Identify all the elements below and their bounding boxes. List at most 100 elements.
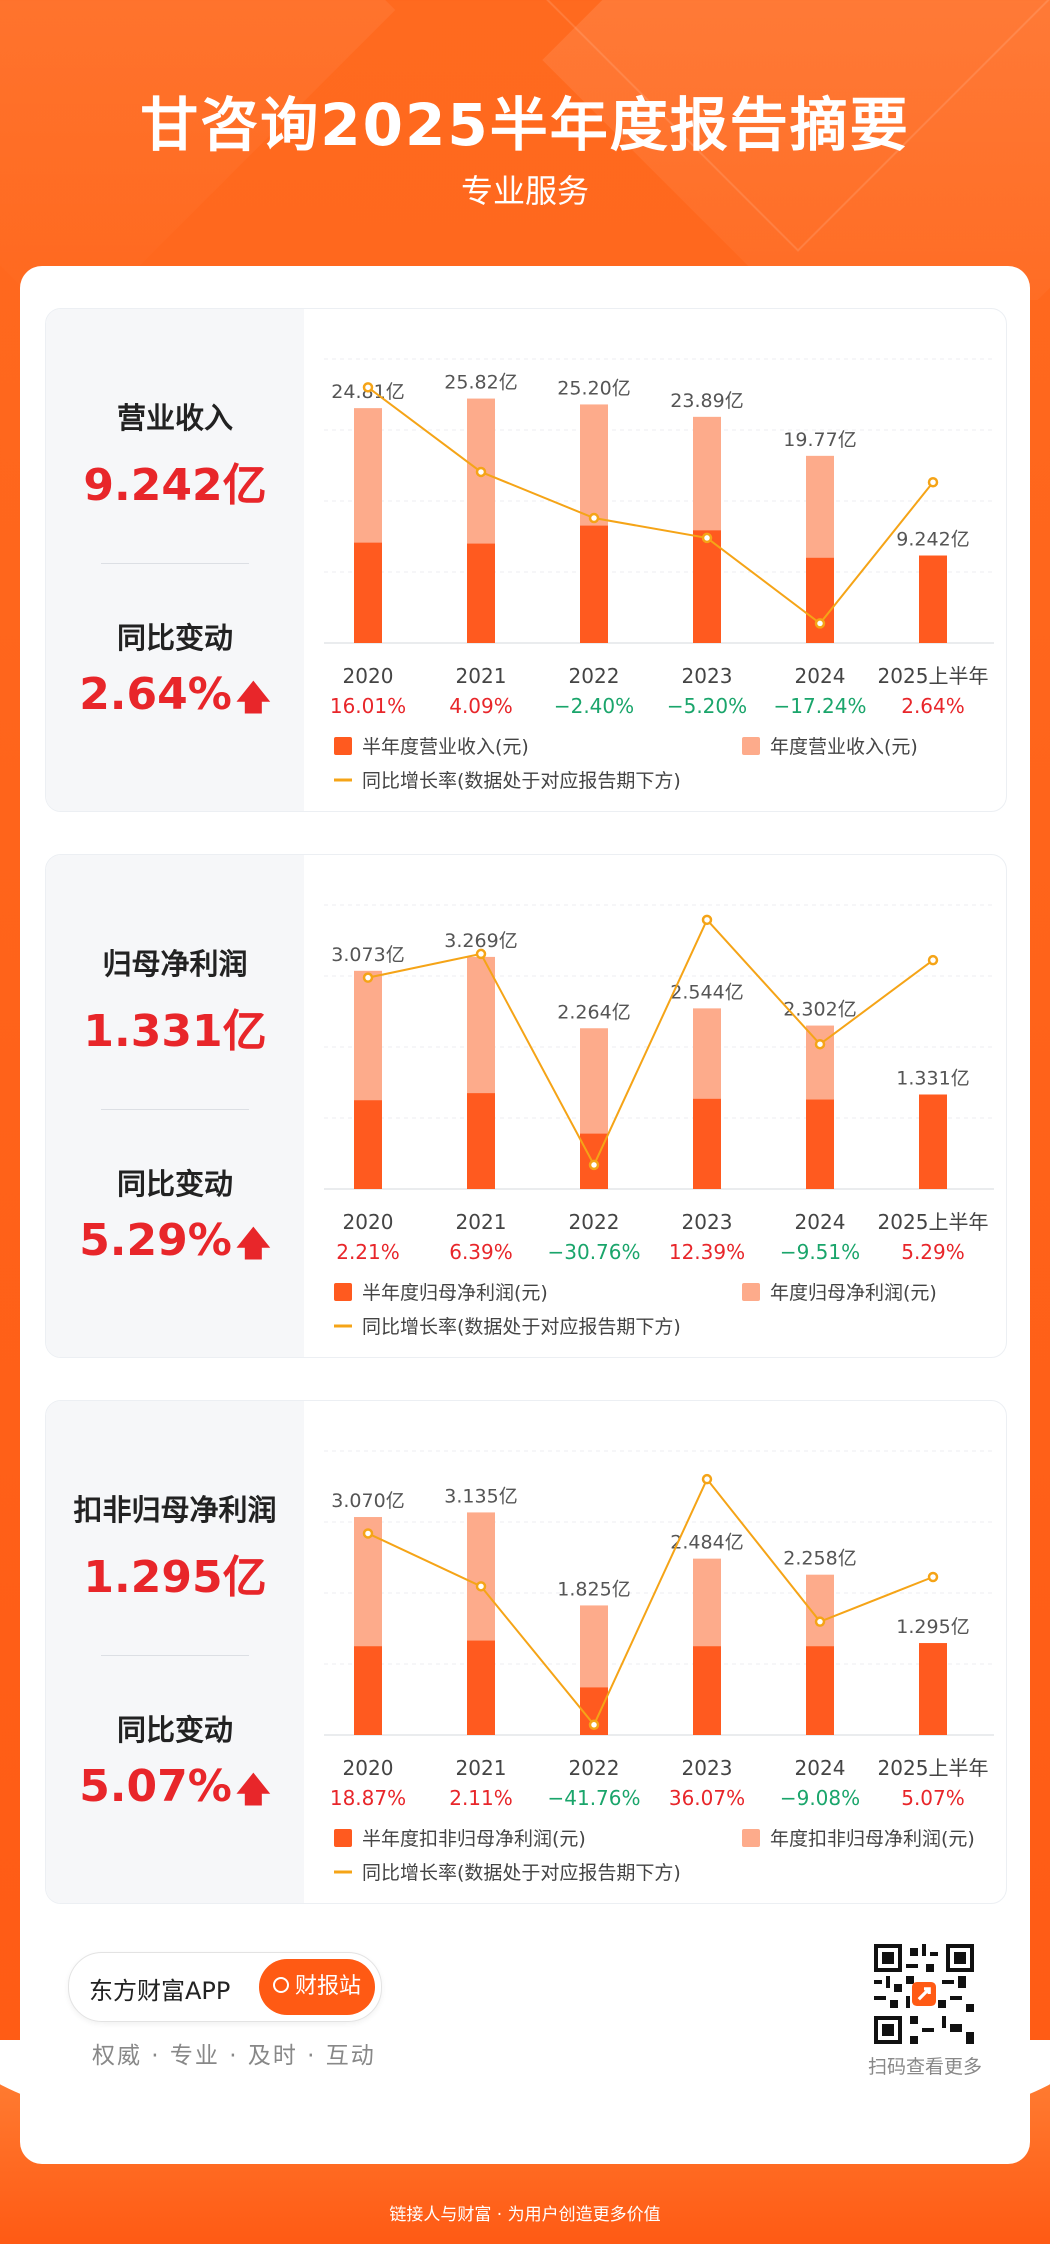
growth-rate-label: −5.20% — [667, 694, 747, 718]
half-year-bar — [354, 1100, 382, 1189]
brand-name: 东方财富APP — [89, 1977, 231, 2005]
bar-value-label: 23.89亿 — [670, 390, 743, 412]
growth-rate-label: −41.76% — [547, 1786, 640, 1810]
growth-rate-label: −9.08% — [780, 1786, 860, 1810]
half-year-bar — [467, 1640, 495, 1735]
legend-swatch-half-year — [334, 1283, 352, 1301]
bar-value-label: 19.77亿 — [783, 429, 856, 451]
growth-point — [701, 532, 713, 544]
growth-line — [367, 1477, 934, 1727]
half-year-bar — [354, 542, 382, 643]
divider — [101, 1655, 249, 1656]
half-year-bar — [467, 543, 495, 643]
growth-point — [814, 618, 826, 629]
bar-value-label: 1.331亿 — [896, 1067, 969, 1089]
growth-rate-label: −30.76% — [547, 1240, 640, 1264]
growth-point — [588, 1159, 600, 1171]
metric-value: 9.242亿 — [83, 460, 267, 511]
change-value: 2.64% 🡅 — [46, 669, 304, 731]
x-tick-label: 2023 — [682, 1210, 733, 1234]
deducted-profit-summary: 扣非归母净利润 1.295亿 同比变动 5.07% 🡅 — [46, 1401, 304, 1903]
change-label: 同比变动 — [116, 1713, 233, 1747]
x-tick-label: 2022 — [569, 664, 620, 688]
legend-swatch-half-year — [334, 1829, 352, 1847]
arrow-up-icon: 🡅 — [235, 1770, 271, 1810]
bar-value-label: 2.544亿 — [670, 981, 743, 1003]
growth-rate-label: 18.87% — [330, 1786, 406, 1810]
report-station-button[interactable]: 财报站 — [259, 1959, 375, 2015]
legend-label-annual: 年度归母净利润(元) — [770, 1282, 937, 1304]
x-tick-label: 2024 — [795, 1210, 846, 1234]
bar-value-label: 2.484亿 — [670, 1532, 743, 1554]
bar-value-label: 1.295亿 — [896, 1616, 969, 1638]
growth-point — [701, 1473, 713, 1485]
growth-point — [475, 948, 487, 960]
bar-value-label: 2.302亿 — [783, 999, 856, 1021]
growth-point — [475, 1581, 487, 1592]
page-title: 甘咨询2025半年度报告摘要 — [140, 91, 910, 159]
deducted-profit-section: 扣非归母净利润 1.295亿 同比变动 5.07% 🡅 3.070亿 3.135亿 1… — [45, 1400, 1007, 1904]
bar-value-label: 3.073亿 — [331, 944, 404, 966]
half-year-bar — [919, 555, 947, 643]
x-tick-label: 2024 — [795, 664, 846, 688]
legend-swatch-annual — [742, 1283, 760, 1301]
x-tick-label: 2020 — [343, 1210, 394, 1234]
arrow-up-icon: 🡅 — [235, 1224, 271, 1264]
app-brand-pill[interactable]: 东方财富APP 财报站 — [68, 1952, 382, 2022]
growth-point — [362, 972, 374, 983]
footer-tagline: 链接人与财富 · 为用户创造更多价值 — [389, 2205, 661, 2225]
growth-rate-label: 2.21% — [336, 1240, 400, 1264]
bar-value-label: 2.264亿 — [557, 1001, 630, 1023]
legend-swatch-half-year — [334, 737, 352, 755]
growth-rate-label: 36.07% — [669, 1786, 745, 1810]
x-tick-label: 2020 — [343, 664, 394, 688]
metric-label: 营业收入 — [116, 401, 233, 435]
qr-code-icon[interactable] — [874, 1944, 974, 2044]
growth-rate-label: −17.24% — [773, 694, 866, 718]
growth-rate-label: 5.29% — [901, 1240, 965, 1264]
divider — [101, 563, 249, 564]
legend-label-half-year: 半年度扣非归母净利润(元) — [362, 1828, 586, 1850]
growth-point — [362, 382, 374, 393]
growth-point — [475, 466, 487, 478]
x-tick-label: 2022 — [569, 1756, 620, 1780]
change-label: 同比变动 — [116, 621, 233, 655]
legend-label-annual: 年度营业收入(元) — [770, 736, 918, 758]
half-year-bar — [806, 557, 834, 643]
half-year-bar — [806, 1646, 834, 1735]
half-year-bar — [919, 1094, 947, 1189]
growth-point — [588, 1719, 600, 1731]
bar-value-label: 1.825亿 — [557, 1578, 630, 1600]
growth-rate-label: 5.07% — [901, 1786, 965, 1810]
arrow-up-icon: 🡅 — [235, 678, 271, 718]
x-tick-label: 2020 — [343, 1756, 394, 1780]
metric-value: 1.331亿 — [83, 1006, 267, 1057]
change-value-text: 5.07% — [79, 1761, 232, 1812]
legend-label-half-year: 半年度营业收入(元) — [362, 736, 529, 758]
bar-value-label: 25.82亿 — [444, 372, 517, 394]
x-tick-label: 2025上半年 — [878, 1210, 989, 1234]
x-tick-label: 2023 — [682, 664, 733, 688]
growth-rate-label: −2.40% — [554, 694, 634, 718]
growth-line — [367, 918, 934, 1168]
revenue-section: 营业收入 9.242亿 同比变动 2.64%🡅 24.81亿25.82亿25.2… — [45, 308, 1007, 812]
legend-label-half-year: 半年度归母净利润(元) — [362, 1282, 548, 1304]
growth-rate-label: 2.64% — [901, 694, 965, 718]
half-year-bar — [354, 1646, 382, 1735]
legend-label-annual: 年度扣非归母净利润(元) — [770, 1828, 975, 1850]
metric-label: 归母净利润 — [102, 947, 248, 981]
growth-point — [927, 954, 939, 966]
growth-point — [927, 1571, 939, 1583]
revenue-summary: 营业收入 9.242亿 同比变动 2.64% 🡅 — [46, 309, 304, 811]
growth-point — [814, 1038, 826, 1050]
growth-point — [814, 1616, 826, 1627]
x-tick-label: 2024 — [795, 1756, 846, 1780]
net-profit-chart: 3.073亿 3.269亿 2.264亿 2.544亿 2.302亿 1.331亿 2020… — [324, 904, 994, 1338]
change-label: 同比变动 — [116, 1167, 233, 1201]
change-value-text: 5.29% — [79, 1215, 232, 1266]
half-year-bar — [693, 1646, 721, 1735]
x-tick-label: 2021 — [456, 664, 507, 688]
x-tick-label: 2025上半年 — [878, 664, 989, 688]
qr-caption: 扫码查看更多 — [867, 2056, 982, 2078]
growth-point — [927, 477, 939, 488]
